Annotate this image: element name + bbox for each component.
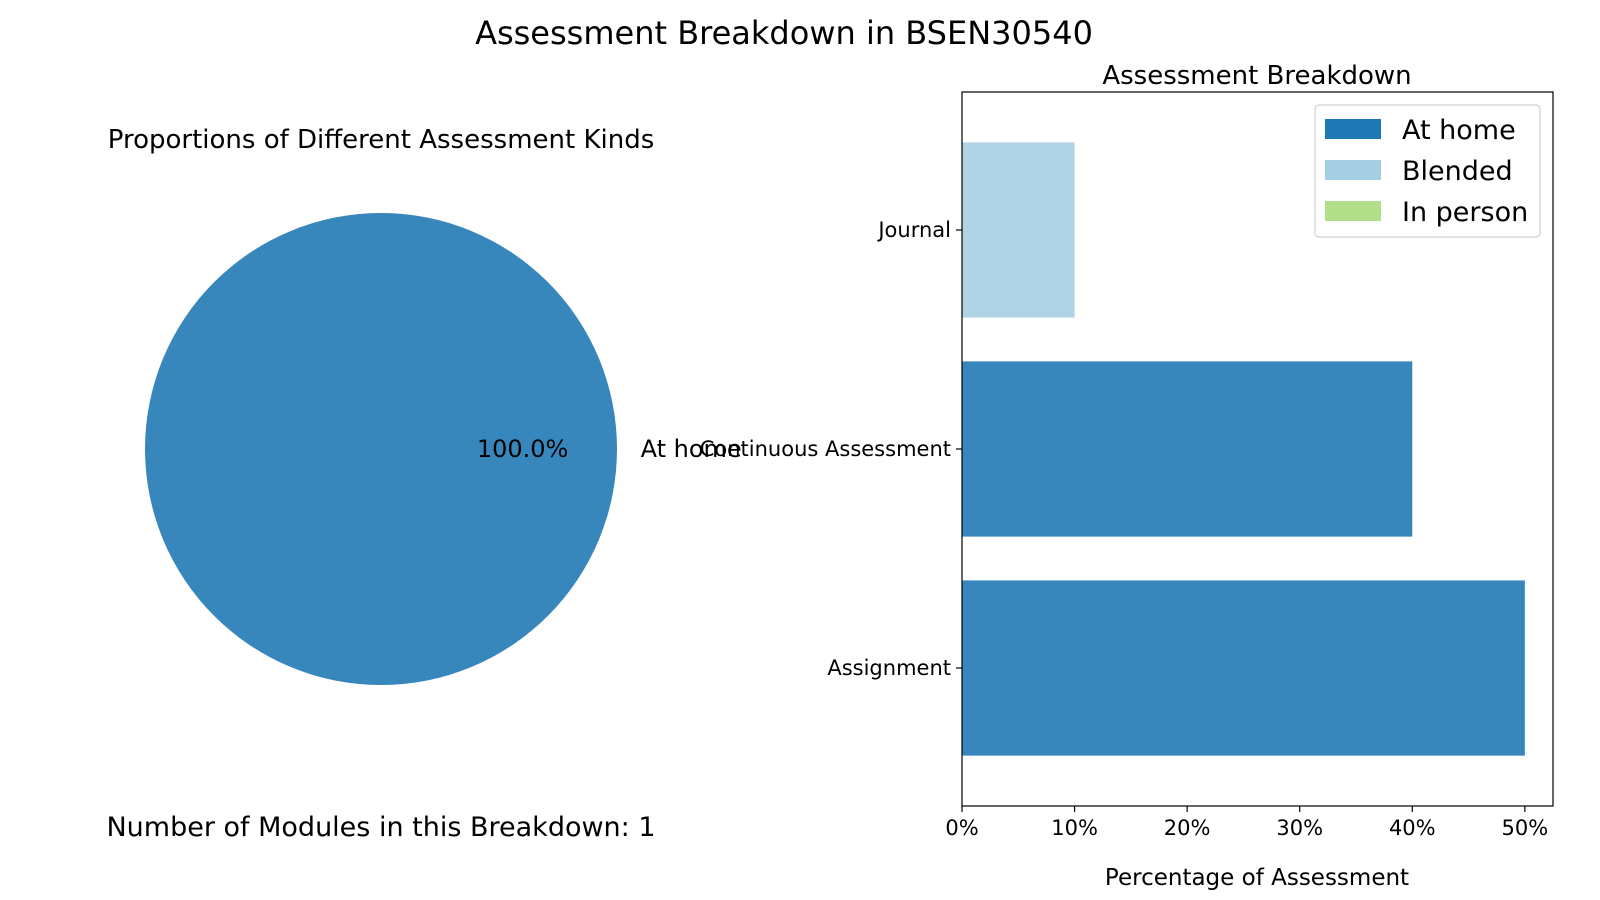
x-tick-label: 50%: [1502, 816, 1549, 840]
x-tick-label: 30%: [1276, 816, 1323, 840]
pie-slices: [145, 213, 617, 685]
y-tick-label: Assignment: [827, 656, 951, 680]
x-tick-label: 40%: [1389, 816, 1436, 840]
module-count-note: Number of Modules in this Breakdown: 1: [106, 812, 655, 843]
legend-swatch-in-person: [1325, 201, 1381, 221]
x-tick-label: 20%: [1164, 816, 1211, 840]
legend-label: In person: [1402, 197, 1528, 228]
y-tick-label: Journal: [876, 218, 951, 242]
bar-journal-blended: [962, 142, 1075, 318]
bar-marks: [962, 142, 1525, 756]
y-ticks: Assignment Continuous Assessment Journal: [700, 218, 962, 680]
x-axis-label: Percentage of Assessment: [1105, 865, 1409, 891]
legend-label: Blended: [1402, 156, 1513, 187]
legend-swatch-at-home: [1325, 119, 1381, 139]
legend: At home Blended In person: [1314, 104, 1541, 238]
legend-label: At home: [1402, 115, 1516, 146]
x-tick-label: 10%: [1051, 816, 1098, 840]
bar-chart: Assessment Breakdown 0% 10% 20% 30% 40% 50% A…: [700, 61, 1554, 891]
pie-pct-label: 100.0%: [477, 435, 569, 463]
legend-swatch-blended: [1325, 160, 1381, 180]
y-tick-label: Continuous Assessment: [700, 437, 951, 461]
pie-labels: At home 100.0%: [477, 435, 742, 463]
x-tick-label: 0%: [945, 816, 978, 840]
x-ticks: 0% 10% 20% 30% 40% 50%: [945, 806, 1548, 840]
bar-assignment-at-home: [962, 580, 1525, 756]
pie-chart: Proportions of Different Assessment Kind…: [108, 125, 742, 685]
figure-title: Assessment Breakdown in BSEN30540: [475, 14, 1093, 52]
pie-slice-at-home: [145, 213, 617, 685]
pie-slice-label: At home: [641, 435, 742, 463]
bar-title: Assessment Breakdown: [1102, 61, 1411, 91]
bar-continuous-assessment-at-home: [962, 361, 1413, 537]
pie-title: Proportions of Different Assessment Kind…: [108, 125, 655, 155]
